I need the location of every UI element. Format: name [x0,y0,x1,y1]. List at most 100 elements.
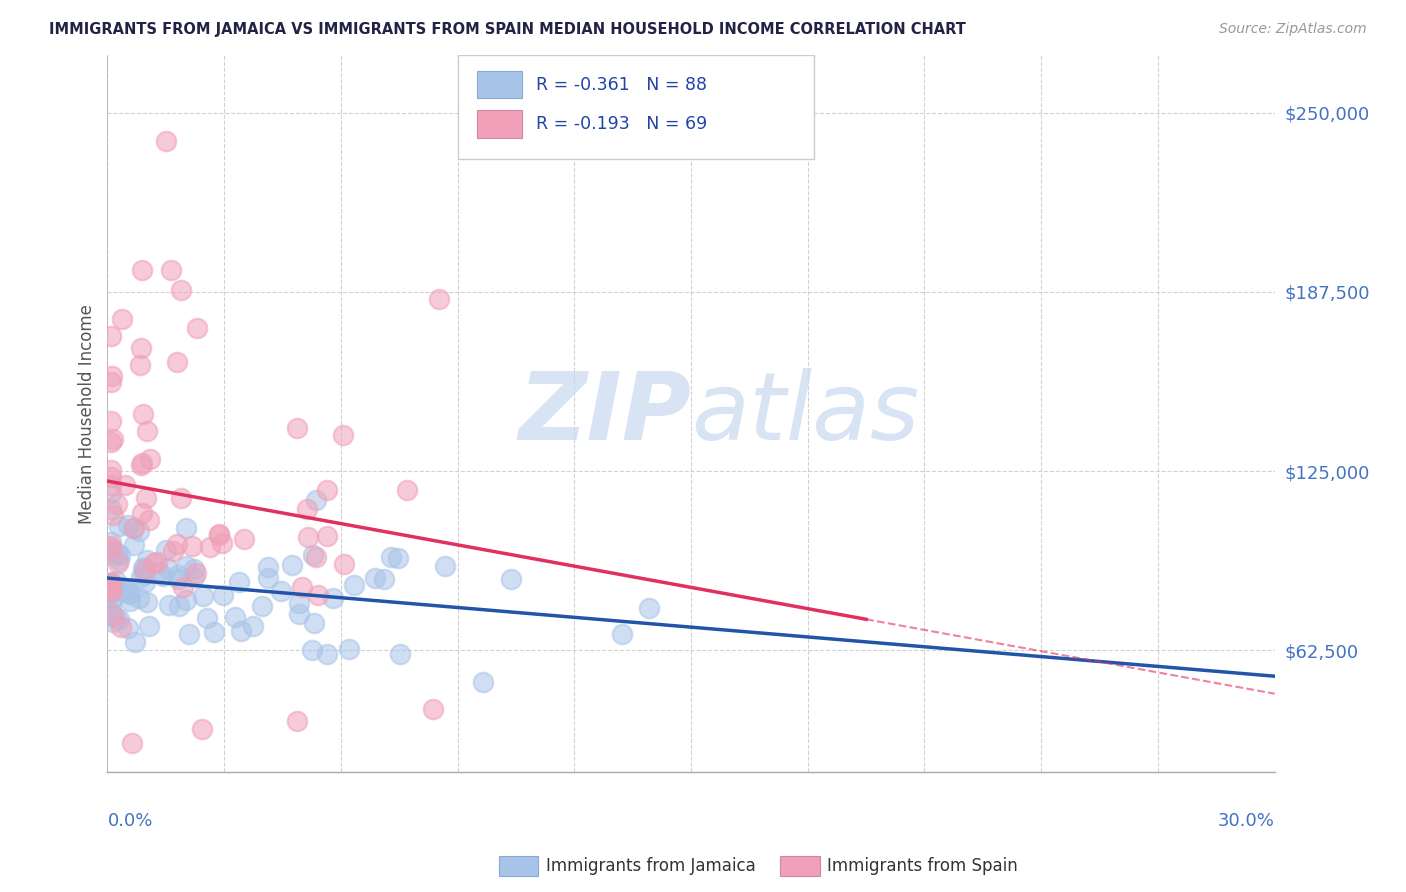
Point [157,598,180,612]
Point [135,491,157,505]
Point [186,320,208,334]
Point [103,549,125,563]
Y-axis label: Median Household Income: Median Household Income [79,303,96,524]
Point [100,376,122,390]
Point [155,134,177,148]
Point [100,597,122,611]
Point [121,737,143,751]
Point [108,548,131,562]
Point [118,594,141,608]
Point [100,576,122,591]
Point [115,583,138,598]
Point [172,580,194,594]
Point [103,432,125,446]
Point [136,424,159,438]
Point [134,561,156,575]
Point [228,575,250,590]
Point [107,556,129,570]
Text: Immigrants from Spain: Immigrants from Spain [827,857,1018,875]
Point [389,648,412,662]
Point [250,599,273,614]
Point [100,609,122,624]
Point [122,521,145,535]
Point [297,501,319,516]
Point [211,535,233,549]
Point [333,557,356,571]
Point [179,627,201,641]
Point [128,591,150,605]
Point [112,582,135,596]
Point [100,539,122,553]
Point [610,627,633,641]
Point [167,568,190,582]
Point [105,546,128,560]
Point [174,593,197,607]
Point [212,588,235,602]
Point [183,562,205,576]
Point [132,567,155,582]
Point [170,491,193,505]
Point [108,612,131,626]
Point [103,589,125,603]
Text: Source: ZipAtlas.com: Source: ZipAtlas.com [1219,22,1367,37]
Point [156,560,179,574]
Point [100,605,122,619]
Point [128,524,150,538]
Point [134,574,156,589]
Point [229,624,252,638]
Point [100,502,122,516]
Point [146,555,169,569]
Point [100,606,122,620]
Point [396,483,419,498]
Point [129,358,152,372]
Point [100,329,122,343]
Point [316,528,339,542]
Text: ZIP: ZIP [519,368,690,459]
Point [108,552,131,566]
Point [131,570,153,584]
Text: 0.0%: 0.0% [107,812,153,830]
Point [124,634,146,648]
FancyBboxPatch shape [478,111,522,137]
Point [302,615,325,630]
Point [152,568,174,582]
Text: IMMIGRANTS FROM JAMAICA VS IMMIGRANTS FROM SPAIN MEDIAN HOUSEHOLD INCOME CORRELA: IMMIGRANTS FROM JAMAICA VS IMMIGRANTS FR… [49,22,966,37]
Point [202,625,225,640]
Point [100,544,122,558]
Point [472,675,495,690]
Point [166,537,188,551]
Point [100,463,122,477]
Point [380,549,402,564]
Text: R = -0.361   N = 88: R = -0.361 N = 88 [536,76,707,94]
Point [101,369,124,384]
Point [105,497,128,511]
Point [332,428,354,442]
Point [114,478,136,492]
FancyBboxPatch shape [457,55,814,159]
Point [422,702,444,716]
Point [184,566,207,581]
Point [307,588,329,602]
Point [363,571,385,585]
Point [322,591,344,606]
Point [148,566,170,580]
Text: Immigrants from Jamaica: Immigrants from Jamaica [546,857,755,875]
Point [301,642,323,657]
Point [100,478,122,492]
Point [118,587,141,601]
Point [117,586,139,600]
Point [174,559,197,574]
Point [129,341,152,355]
Point [208,526,231,541]
Point [100,486,122,500]
Point [117,621,139,635]
Point [191,722,214,736]
Point [134,563,156,577]
Text: atlas: atlas [690,368,920,459]
Point [100,435,122,450]
Point [101,508,124,522]
Point [316,648,339,662]
Point [159,263,181,277]
Point [288,607,311,621]
Point [138,452,160,467]
